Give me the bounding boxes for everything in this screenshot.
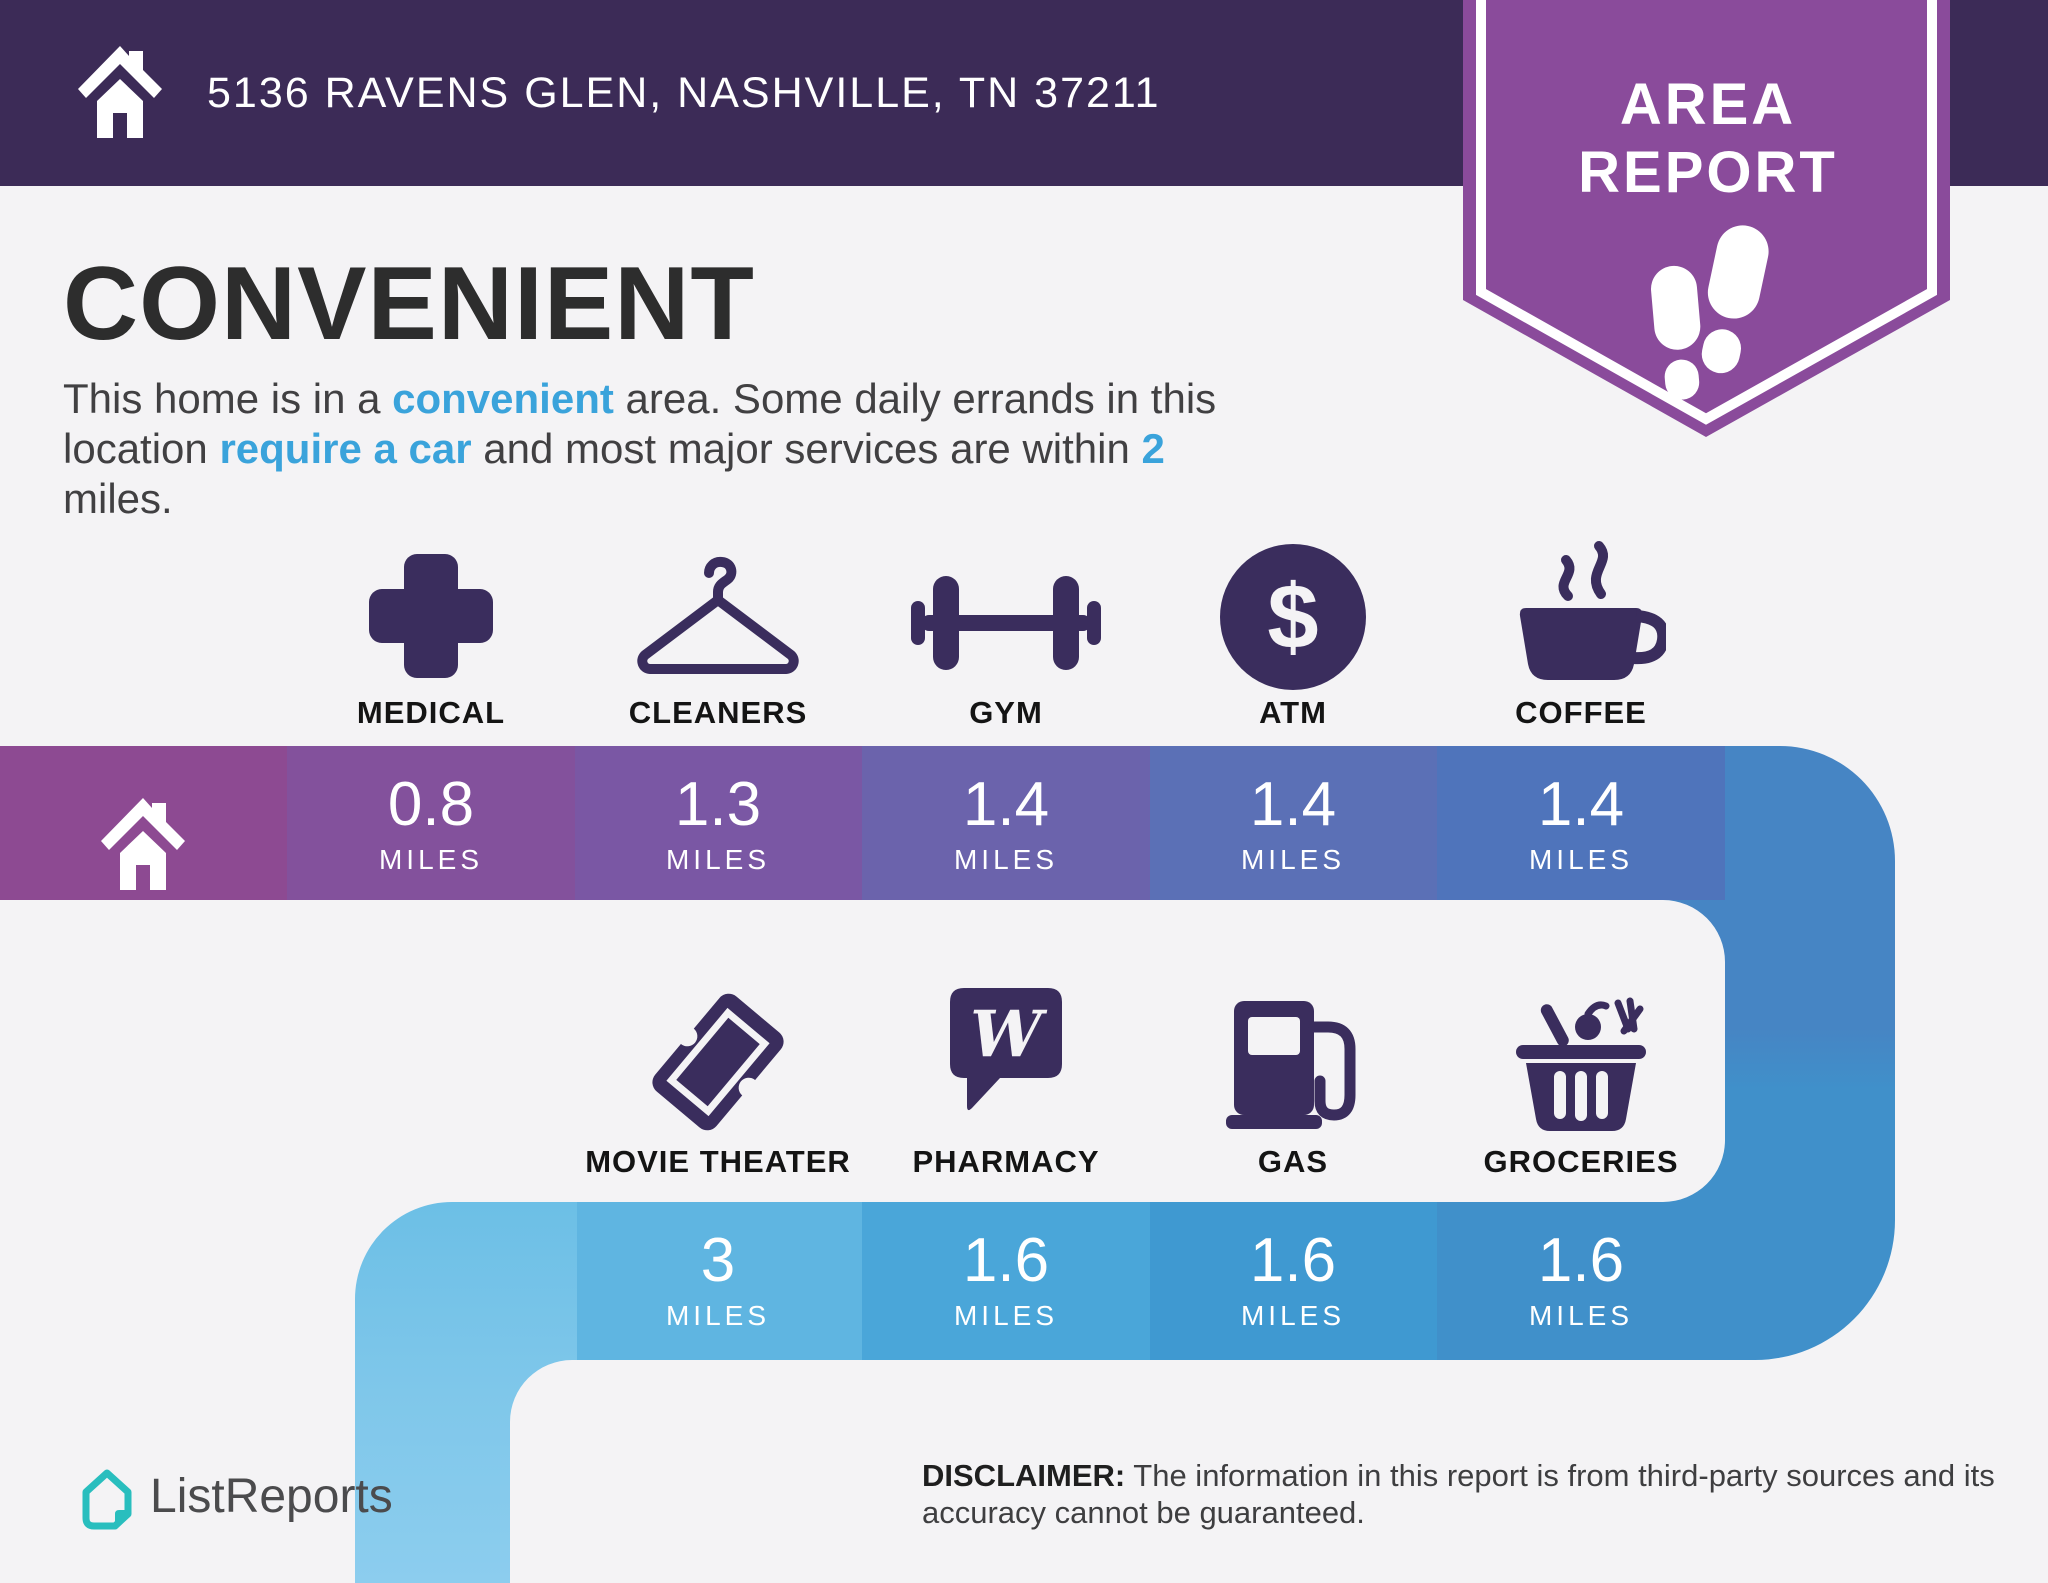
grocery-basket-icon (1516, 997, 1646, 1131)
home-marker-icon (101, 798, 185, 890)
property-address: 5136 RAVENS GLEN, NASHVILLE, TN 37211 (207, 69, 1161, 117)
distance-cell: 1.4 MILES (1240, 770, 1346, 876)
amenity-label: GYM (969, 695, 1043, 730)
amenity-label: CLEANERS (628, 695, 808, 730)
distance-cell: 1.6 MILES (1528, 1226, 1634, 1332)
amenity-label: GAS (1257, 1144, 1329, 1179)
amenity-label: ATM (1259, 695, 1327, 730)
distance-cell: 1.6 MILES (1240, 1226, 1346, 1332)
amenity-label: COFFEE (1515, 695, 1647, 730)
amenity-label: MOVIE THEATER (585, 1144, 851, 1179)
distance-cell: 3 MILES (665, 1226, 771, 1332)
distance-cell: 1.3 MILES (665, 770, 771, 876)
amenity-label: MEDICAL (356, 695, 506, 730)
coffee-cup-icon (1519, 541, 1666, 680)
gas-pump-icon (1226, 1001, 1356, 1129)
badge-line1: AREA (1619, 72, 1797, 137)
hanger-icon (637, 556, 799, 674)
ticket-icon (652, 993, 784, 1131)
distance-cell: 1.6 MILES (953, 1226, 1059, 1332)
page-title: CONVENIENT (63, 246, 755, 362)
listreports-logo-icon (82, 1469, 132, 1530)
home-icon (78, 46, 162, 138)
amenity-label: PHARMACY (912, 1144, 1100, 1179)
dollar-circle-icon: $ (1220, 544, 1366, 690)
distance-cell: 1.4 MILES (953, 770, 1059, 876)
area-report-badge (1463, 0, 1950, 437)
intro-line2: location require a car and most major se… (63, 425, 1165, 522)
badge-line2: REPORT (1578, 140, 1838, 205)
amenity-label: GROCERIES (1483, 1144, 1679, 1179)
distance-cell: 1.4 MILES (1528, 770, 1634, 876)
medical-cross-icon (369, 554, 493, 678)
dumbbell-icon (911, 576, 1101, 670)
brand-name: ListReports (150, 1470, 393, 1523)
intro-paragraph: This home is in a convenient area. Some … (63, 374, 1263, 524)
disclaimer: DISCLAIMER: The information in this repo… (922, 1458, 1995, 1530)
pharmacy-pin-icon: W (950, 988, 1062, 1111)
footprints-icon (1651, 225, 1769, 400)
svg-text:$: $ (1267, 566, 1318, 668)
intro-line1: This home is in a convenient area. Some … (63, 375, 1217, 422)
svg-text:W: W (970, 997, 1048, 1072)
distance-cell: 0.8 MILES (378, 770, 484, 876)
